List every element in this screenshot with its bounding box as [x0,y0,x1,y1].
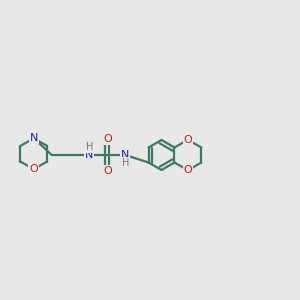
Text: N: N [85,150,93,160]
Text: H: H [122,158,129,168]
Text: O: O [103,166,112,176]
Text: O: O [103,134,112,145]
Text: N: N [121,150,129,160]
Text: O: O [184,135,192,145]
Text: H: H [85,142,93,152]
Text: O: O [29,164,38,174]
Text: O: O [184,165,192,175]
Text: N: N [30,133,38,143]
